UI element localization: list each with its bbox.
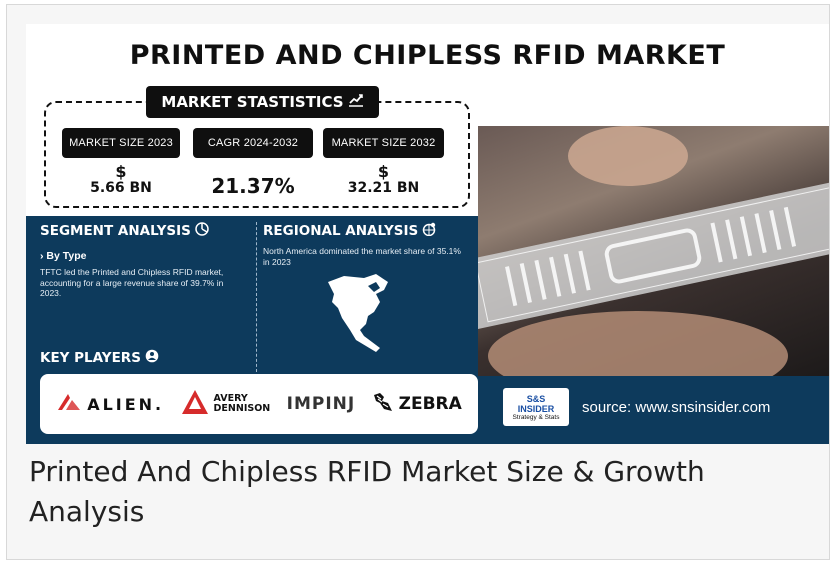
regional-analysis-heading: REGIONAL ANALYSIS [263,222,436,240]
stat-number: 5.66 BN [90,180,152,196]
stat-value-cagr: 21.37% [211,174,295,198]
stat-value-2023: $ 5.66 BN [62,162,180,197]
key-players-heading: KEY PLAYERS [40,349,159,367]
stat-label-cagr: CAGR 2024-2032 [193,128,313,158]
regional-analysis-title: REGIONAL ANALYSIS [263,223,419,239]
alien-wordmark: ALIEN. [87,394,165,414]
avery-triangle-icon [181,389,209,419]
sns-logo-line1: S&S [526,393,546,404]
stat-number: 32.21 BN [347,180,420,196]
growth-chart-icon [348,93,364,111]
section-divider [256,222,257,372]
pie-chart-icon [195,222,209,240]
infographic[interactable]: PRINTED AND CHIPLESS RFID MARKET MARKET … [26,24,829,444]
stat-label-market-size-2032: MARKET SIZE 2032 [323,128,444,158]
sns-logo-line2: INSIDER [517,403,555,414]
stat-label-market-size-2023: MARKET SIZE 2023 [62,128,180,158]
currency-symbol: $ [115,162,127,181]
segment-analysis-heading: SEGMENT ANALYSIS [40,222,209,240]
segment-analysis-title: SEGMENT ANALYSIS [40,223,191,239]
key-players-logos: ALIEN. AVERY DENNISON IMPINJ ZEBRA [40,374,478,434]
impinj-logo: IMPINJ [287,394,356,414]
alien-logo: ALIEN. [56,392,164,416]
stat-value-2032: $ 32.21 BN [323,162,444,197]
globe-pin-icon [422,222,436,240]
stats-header-label: MARKET STASTISTICS [161,93,344,111]
infographic-title: PRINTED AND CHIPLESS RFID MARKET [129,40,726,71]
segment-text: TFTC led the Printed and Chipless RFID m… [40,267,224,298]
alien-mark-icon [56,392,82,416]
stats-header: MARKET STASTISTICS [146,86,379,118]
zebra-head-icon [372,391,394,417]
sns-insider-logo: S&S INSIDER Strategy & Stats [503,388,569,426]
regional-text: North America dominated the market share… [263,246,461,267]
avery-wordmark: AVERY DENNISON [214,394,271,414]
avery-line1: AVERY [213,393,248,404]
zebra-wordmark: ZEBRA [398,394,462,414]
zebra-logo: ZEBRA [372,391,462,417]
key-players-title: KEY PLAYERS [40,350,141,366]
currency-symbol: $ [377,162,390,181]
rfid-tag-photo [478,126,829,376]
segment-by-type: › By Type [40,250,87,262]
avery-line2: DENNISON [213,403,271,414]
source-text: source: www.snsinsider.com [582,399,771,416]
sns-logo-line3: Strategy & Stats [512,413,560,421]
north-america-map [324,272,404,359]
avery-dennison-logo: AVERY DENNISON [181,389,271,419]
user-tie-icon [145,349,159,367]
image-caption: Printed And Chipless RFID Market Size & … [29,455,705,528]
impinj-wordmark: IMPINJ [286,394,356,414]
article-frame: PRINTED AND CHIPLESS RFID MARKET MARKET … [6,4,830,560]
